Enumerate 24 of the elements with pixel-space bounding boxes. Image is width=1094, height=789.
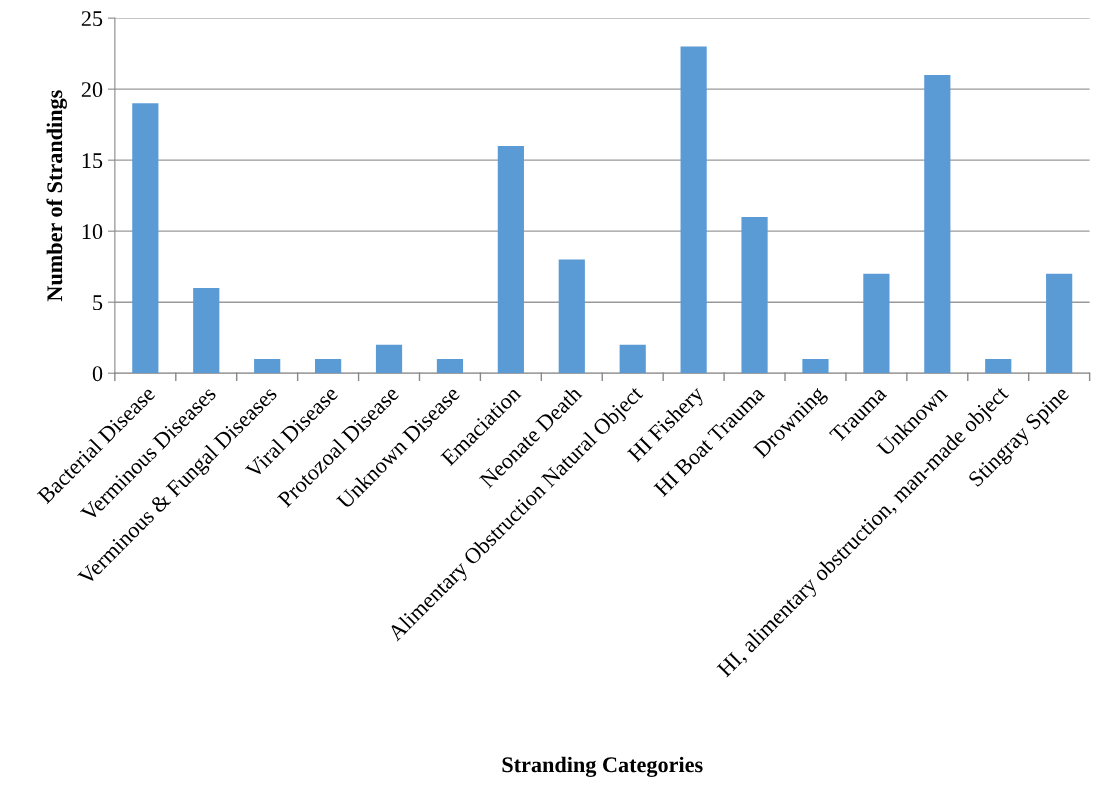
- bar: [436, 358, 464, 374]
- bar: [924, 74, 951, 374]
- x-axis-title: Stranding Categories: [502, 756, 703, 777]
- bar: [254, 358, 281, 374]
- bar: [863, 273, 890, 374]
- y-tick-label: 15: [82, 153, 103, 169]
- bar: [193, 287, 220, 374]
- bar: [741, 216, 768, 374]
- bar: [1046, 273, 1073, 374]
- bar: [619, 344, 646, 374]
- y-axis-title: Number of Strandings: [46, 90, 67, 302]
- bar: [558, 259, 585, 374]
- y-tick-label: 20: [81, 82, 103, 98]
- bar: [375, 344, 403, 374]
- bar: [985, 358, 1012, 374]
- y-tick-label: 10: [82, 224, 103, 240]
- y-tick-label: 25: [81, 11, 103, 27]
- bar: [315, 358, 342, 374]
- y-tick-label: 5: [93, 295, 103, 311]
- bar: [680, 46, 707, 374]
- bar: [132, 103, 159, 374]
- bar: [497, 145, 524, 374]
- y-tick-label: 0: [92, 366, 103, 382]
- bar: [802, 358, 829, 374]
